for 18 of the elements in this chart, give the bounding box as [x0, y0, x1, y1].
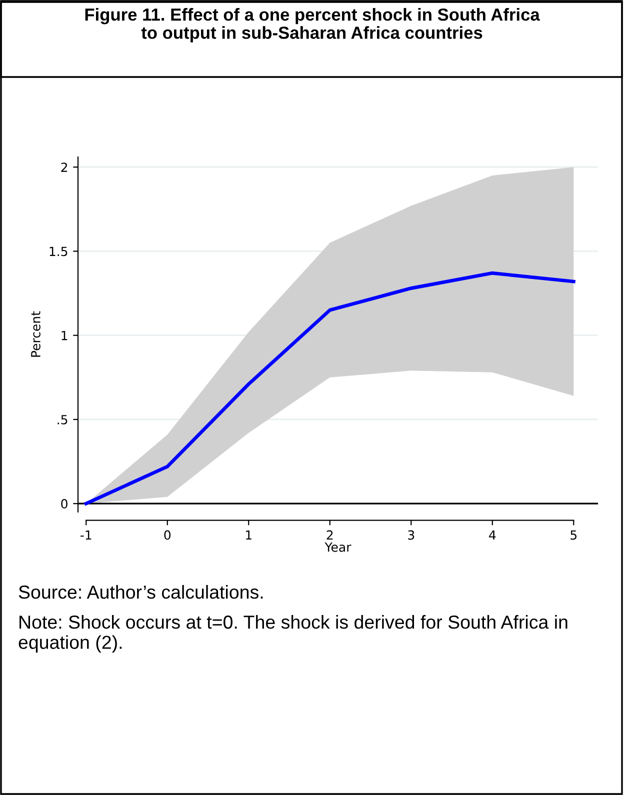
x-tick-label: 0 — [164, 530, 171, 540]
source-note: Source: Author’s calculations. — [18, 585, 263, 599]
x-tick-label: 2 — [326, 530, 333, 540]
y-tick-label: 1.5 — [50, 246, 68, 256]
y-tick-label: 1 — [62, 330, 68, 340]
y-tick-label: .5 — [58, 415, 68, 424]
chart-title: Figure 11. Effect of a one percent shock in South Africa to output in sub-Saharan Africa countries — [85, 8, 540, 42]
y-axis-title: Percent — [31, 311, 40, 357]
x-tick-label: 4 — [489, 530, 496, 540]
x-tick-label: -1 — [80, 530, 92, 540]
x-axis-title: Year — [324, 542, 352, 552]
x-tick-label: 1 — [246, 530, 252, 540]
line-series — [84, 271, 576, 506]
y-tick-label: 0 — [61, 499, 68, 509]
x-tick-label: 3 — [408, 530, 414, 540]
x-tick-label: 5 — [570, 530, 577, 540]
y-tick-label: 2 — [61, 162, 68, 172]
text: Note: Shock occurs at t=0. The shock is derived for South Africa in equation (2). — [18, 615, 568, 653]
